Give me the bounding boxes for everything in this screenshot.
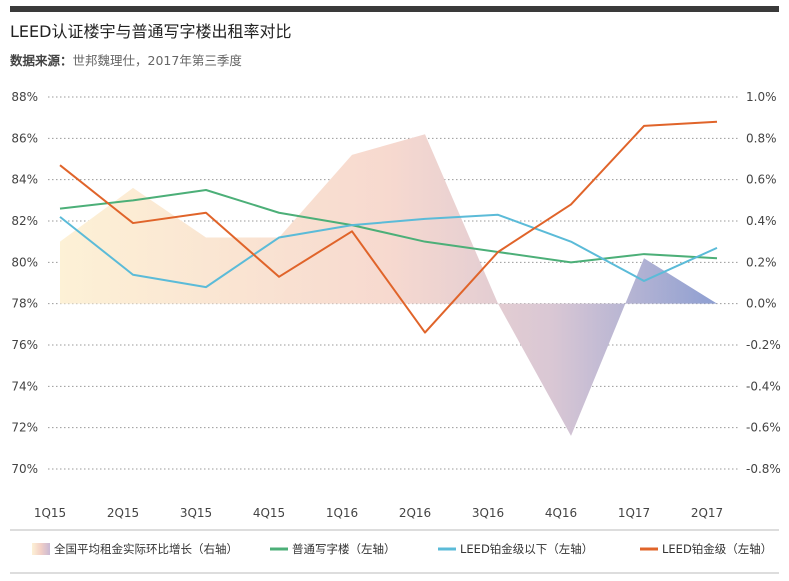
area-series bbox=[60, 134, 717, 436]
x-tick-label: 1Q16 bbox=[326, 506, 358, 520]
legend-label: LEED铂金级以下（左轴） bbox=[460, 542, 593, 556]
area-rent-growth bbox=[60, 134, 717, 436]
x-tick-label: 2Q17 bbox=[691, 506, 723, 520]
right-tick-label: 0.6% bbox=[746, 173, 777, 187]
left-tick-label: 82% bbox=[11, 214, 38, 228]
left-tick-label: 86% bbox=[11, 131, 38, 145]
legend-swatch bbox=[32, 543, 50, 555]
right-tick-label: -0.2% bbox=[746, 338, 781, 352]
right-tick-label: 0.2% bbox=[746, 255, 777, 269]
left-tick-label: 80% bbox=[11, 255, 38, 269]
series-line-1 bbox=[59, 189, 718, 264]
right-tick-label: 1.0% bbox=[746, 90, 777, 104]
right-tick-label: 0.4% bbox=[746, 214, 777, 228]
left-tick-label: 72% bbox=[11, 421, 38, 435]
left-tick-label: 70% bbox=[11, 462, 38, 476]
x-tick-label: 3Q16 bbox=[472, 506, 504, 520]
right-tick-label: 0.0% bbox=[746, 297, 777, 311]
top-rule bbox=[10, 6, 779, 12]
left-tick-label: 76% bbox=[11, 338, 38, 352]
right-tick-label: 0.8% bbox=[746, 131, 777, 145]
legend-label: 普通写字楼（左轴） bbox=[292, 542, 396, 556]
x-tick-label: 4Q16 bbox=[545, 506, 577, 520]
x-tick-label: 2Q15 bbox=[107, 506, 139, 520]
legend: 全国平均租金实际环比增长（右轴） 普通写字楼（左轴） LEED铂金级以下（左轴） LE… bbox=[32, 542, 772, 556]
right-tick-label: -0.8% bbox=[746, 462, 781, 476]
line-series bbox=[59, 120, 718, 334]
x-tick-label: 2Q16 bbox=[399, 506, 431, 520]
right-tick-label: -0.6% bbox=[746, 421, 781, 435]
series-line-2 bbox=[59, 213, 718, 289]
x-tick-label: 1Q15 bbox=[34, 506, 66, 520]
left-tick-label: 78% bbox=[11, 297, 38, 311]
x-tick-label: 3Q15 bbox=[180, 506, 212, 520]
x-axis-ticks: 1Q15 2Q15 3Q15 4Q15 1Q16 2Q16 3Q16 4Q16 1Q17 2Q17 bbox=[34, 506, 723, 520]
legend-swatch bbox=[438, 547, 456, 551]
left-tick-label: 84% bbox=[11, 173, 38, 187]
legend-label: 全国平均租金实际环比增长（右轴） bbox=[54, 542, 238, 556]
left-tick-label: 74% bbox=[11, 379, 38, 393]
right-tick-label: -0.4% bbox=[746, 379, 781, 393]
chart-title: LEED认证楼宇与普通写字楼出租率对比 bbox=[10, 22, 292, 41]
legend-label: LEED铂金级（左轴） bbox=[662, 542, 772, 556]
legend-swatch bbox=[640, 547, 658, 551]
x-tick-label: 1Q17 bbox=[618, 506, 650, 520]
source-label: 数据来源： bbox=[10, 53, 73, 68]
source-line: 数据来源：世邦魏理仕，2017年第三季度 bbox=[10, 50, 242, 69]
series-line-3 bbox=[59, 120, 718, 334]
right-axis-ticks: 1.0% 0.8% 0.6% 0.4% 0.2% 0.0% -0.2% -0.4% -0.6% -… bbox=[746, 90, 781, 476]
x-tick-label: 4Q15 bbox=[253, 506, 285, 520]
left-axis-ticks: 88% 86% 84% 82% 80% 78% 76% 74% 72% 70% bbox=[11, 90, 38, 476]
source-text: 世邦魏理仕，2017年第三季度 bbox=[72, 53, 242, 68]
legend-swatch bbox=[270, 547, 288, 551]
left-tick-label: 88% bbox=[11, 90, 38, 104]
